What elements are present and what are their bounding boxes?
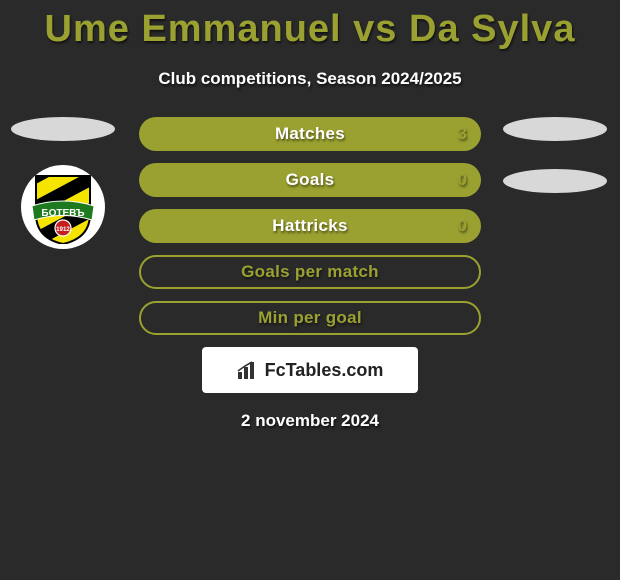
- stat-label: Hattricks: [272, 216, 347, 236]
- watermark-text: FcTables.com: [265, 360, 384, 381]
- stat-value: 3: [458, 124, 467, 144]
- stats-area: БОТЕВЪ 1912 Matches3Goals0Hattricks0Goal…: [0, 117, 620, 431]
- stat-label: Goals: [286, 170, 335, 190]
- vs-text: vs: [353, 8, 397, 50]
- player2-name: Da Sylva: [409, 8, 575, 50]
- subtitle: Club competitions, Season 2024/2025: [0, 69, 620, 89]
- watermark: FcTables.com: [202, 347, 418, 393]
- stat-rows: Matches 3 Goals 0 Hattricks 0 Goals per match M…: [139, 117, 481, 335]
- stat-label: Matches: [275, 124, 345, 144]
- bar-chart-icon: [237, 360, 259, 380]
- footer-date: 2 november 2024: [0, 411, 620, 431]
- stat-row: Min per goal: [139, 301, 481, 335]
- stat-label: Goals per match: [241, 262, 379, 282]
- stat-row: Matches 3: [139, 117, 481, 151]
- player1-photo-placeholder: [11, 117, 115, 141]
- stat-row: Goals per match: [139, 255, 481, 289]
- page-title: Ume Emmanuel vs Da Sylva: [0, 0, 620, 51]
- svg-text:1912: 1912: [56, 226, 70, 233]
- player1-club-badge: БОТЕВЪ 1912: [21, 165, 105, 249]
- stat-row: Goals 0: [139, 163, 481, 197]
- left-column: БОТЕВЪ 1912: [8, 117, 118, 249]
- stat-row: Hattricks 0: [139, 209, 481, 243]
- stat-label: Min per goal: [258, 308, 362, 328]
- player2-photo-placeholder: [503, 117, 607, 141]
- player1-name: Ume Emmanuel: [45, 8, 342, 50]
- comparison-infographic: Ume Emmanuel vs Da Sylva Club competitio…: [0, 0, 620, 431]
- svg-text:БОТЕВЪ: БОТЕВЪ: [41, 208, 84, 219]
- stat-value: 0: [458, 170, 467, 190]
- stat-value: 0: [458, 216, 467, 236]
- botev-badge-icon: БОТЕВЪ 1912: [26, 170, 100, 244]
- player2-club-placeholder: [503, 169, 607, 193]
- right-column: [500, 117, 610, 193]
